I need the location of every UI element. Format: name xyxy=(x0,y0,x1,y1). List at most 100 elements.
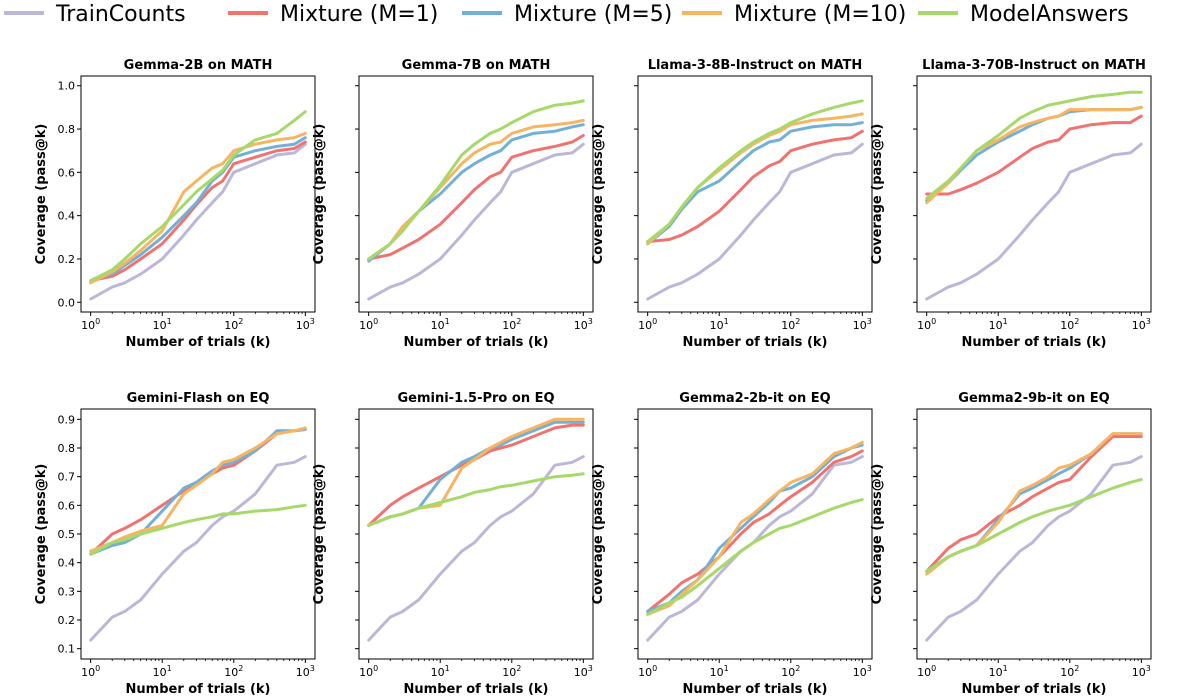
x-axis-label: Number of trials (k) xyxy=(126,682,271,697)
panel-gemini-1-5-pro-on-eq: Gemini-1.5-Pro on EQ 100 101 102 103 Number o… xyxy=(312,391,594,697)
y-tick-label: 0.0 xyxy=(58,296,76,309)
y-tick-label: 0.4 xyxy=(58,557,76,570)
x-tick-label: 102 xyxy=(1060,317,1079,332)
panel-title: Gemma2-9b-it on EQ xyxy=(958,391,1109,406)
y-axis-label: Coverage (pass@k) xyxy=(34,464,49,605)
legend-entry-mixture-m-10: Mixture (M=10) xyxy=(682,2,906,27)
legend: TrainCounts Mixture (M=1) Mixture (M=5) Mix… xyxy=(4,2,1129,27)
series-line-modelanswers xyxy=(89,503,307,556)
x-axis-label: Number of trials (k) xyxy=(126,335,271,350)
x-tick-label: 100 xyxy=(359,664,378,679)
x-tick-label: 103 xyxy=(296,664,315,679)
series-line-mixture-m-1 xyxy=(367,134,585,261)
x-tick-label: 102 xyxy=(502,317,521,332)
series-line-mixture-m-1 xyxy=(925,435,1143,573)
panel-title: Gemini-Flash on EQ xyxy=(127,391,270,406)
panel-gemini-flash-on-eq: Gemini-Flash on EQ 100 101 102 103 0.1 0.2 0.3 0… xyxy=(34,391,316,697)
series-lines xyxy=(646,99,864,301)
series-line-traincounts xyxy=(646,455,864,642)
series-line-modelanswers xyxy=(89,110,307,283)
series-line-mixture-m-1 xyxy=(646,129,864,244)
x-tick-label: 101 xyxy=(989,317,1008,332)
panel-gemma-7b-on-math: Gemma-7B on MATH 100 101 102 103 Number of tr… xyxy=(312,58,594,350)
legend-label-mixture-m-5: Mixture (M=5) xyxy=(514,2,672,27)
x-tick-label: 100 xyxy=(917,317,936,332)
axes-frame xyxy=(637,75,873,313)
x-axis-label: Number of trials (k) xyxy=(962,335,1107,350)
panel-gemma-2b-on-math: Gemma-2B on MATH 100 101 102 103 0.0 0.2 0.4 0.6… xyxy=(34,58,316,350)
x-axis-label: Number of trials (k) xyxy=(404,335,549,350)
x-tick-label: 102 xyxy=(502,664,521,679)
x-tick-label: 102 xyxy=(224,317,243,332)
y-axis-label: Coverage (pass@k) xyxy=(591,124,606,265)
y-tick-label: 0.7 xyxy=(58,471,76,484)
series-line-modelanswers xyxy=(367,99,585,261)
y-tick-label: 0.2 xyxy=(58,614,76,627)
series-line-modelanswers xyxy=(925,478,1143,573)
series-line-traincounts xyxy=(646,142,864,301)
series-line-mixture-m-5 xyxy=(89,427,307,556)
series-line-mixture-m-10 xyxy=(367,118,585,261)
series-line-traincounts xyxy=(89,142,307,301)
series-line-mixture-m-1 xyxy=(367,423,585,527)
series-line-mixture-m-10 xyxy=(646,440,864,616)
legend-entry-traincounts: TrainCounts xyxy=(4,2,186,27)
series-lines xyxy=(367,417,585,642)
x-tick-label: 100 xyxy=(638,664,657,679)
y-tick-label: 0.9 xyxy=(58,413,76,426)
y-axis-label: Coverage (pass@k) xyxy=(870,464,885,605)
axes-frame xyxy=(637,408,873,660)
y-tick-label: 1.0 xyxy=(58,80,76,93)
x-axis-label: Number of trials (k) xyxy=(683,682,828,697)
series-line-modelanswers xyxy=(646,99,864,244)
x-tick-label: 102 xyxy=(781,317,800,332)
x-tick-label: 100 xyxy=(81,664,100,679)
panel-title: Gemini-1.5-Pro on EQ xyxy=(397,391,554,406)
series-line-mixture-m-5 xyxy=(367,123,585,263)
y-axis-label: Coverage (pass@k) xyxy=(34,124,49,265)
legend-entry-mixture-m-1: Mixture (M=1) xyxy=(228,2,438,27)
legend-entry-mixture-m-5: Mixture (M=5) xyxy=(462,2,672,27)
series-line-mixture-m-5 xyxy=(367,420,585,527)
series-line-mixture-m-1 xyxy=(89,140,307,283)
legend-entry-modelanswers: ModelAnswers xyxy=(918,2,1129,27)
x-tick-label: 100 xyxy=(359,317,378,332)
legend-label-mixture-m-1: Mixture (M=1) xyxy=(280,2,438,27)
legend-label-traincounts: TrainCounts xyxy=(55,2,186,27)
x-tick-label: 103 xyxy=(853,664,872,679)
series-line-traincounts xyxy=(367,142,585,301)
axes-frame xyxy=(916,408,1152,660)
x-tick-label: 103 xyxy=(574,664,593,679)
x-tick-label: 103 xyxy=(1132,317,1151,332)
y-tick-label: 0.6 xyxy=(58,499,76,512)
x-tick-label: 101 xyxy=(153,664,172,679)
series-line-mixture-m-10 xyxy=(646,112,864,246)
series-line-mixture-m-5 xyxy=(89,136,307,283)
x-tick-label: 100 xyxy=(917,664,936,679)
y-axis-label: Coverage (pass@k) xyxy=(312,124,327,265)
series-line-mixture-m-1 xyxy=(89,427,307,556)
x-tick-label: 101 xyxy=(710,664,729,679)
x-tick-label: 103 xyxy=(574,317,593,332)
x-tick-label: 100 xyxy=(81,317,100,332)
panel-gemma2-2b-it-on-eq: Gemma2-2b-it on EQ 100 101 102 103 Number of … xyxy=(591,391,873,697)
y-tick-label: 0.1 xyxy=(58,643,76,656)
y-tick-label: 0.6 xyxy=(58,166,76,179)
series-line-traincounts xyxy=(925,455,1143,642)
panel-llama-3-70b-instruct-on-math: Llama-3-70B-Instruct on MATH 100 101 102 103… xyxy=(870,58,1152,350)
y-axis-label: Coverage (pass@k) xyxy=(591,464,606,605)
x-tick-label: 101 xyxy=(153,317,172,332)
y-tick-label: 0.5 xyxy=(58,528,76,541)
series-lines xyxy=(925,90,1143,301)
x-tick-label: 103 xyxy=(1132,664,1151,679)
panel-title: Gemma-2B on MATH xyxy=(124,58,273,73)
series-line-mixture-m-5 xyxy=(646,121,864,246)
panels: Gemma-2B on MATH 100 101 102 103 0.0 0.2 0.4 0.6… xyxy=(34,58,1152,697)
x-tick-label: 102 xyxy=(224,664,243,679)
series-lines xyxy=(925,432,1143,642)
series-line-modelanswers xyxy=(367,472,585,527)
y-tick-label: 0.8 xyxy=(58,442,76,455)
x-tick-label: 100 xyxy=(638,317,657,332)
x-tick-label: 101 xyxy=(989,664,1008,679)
